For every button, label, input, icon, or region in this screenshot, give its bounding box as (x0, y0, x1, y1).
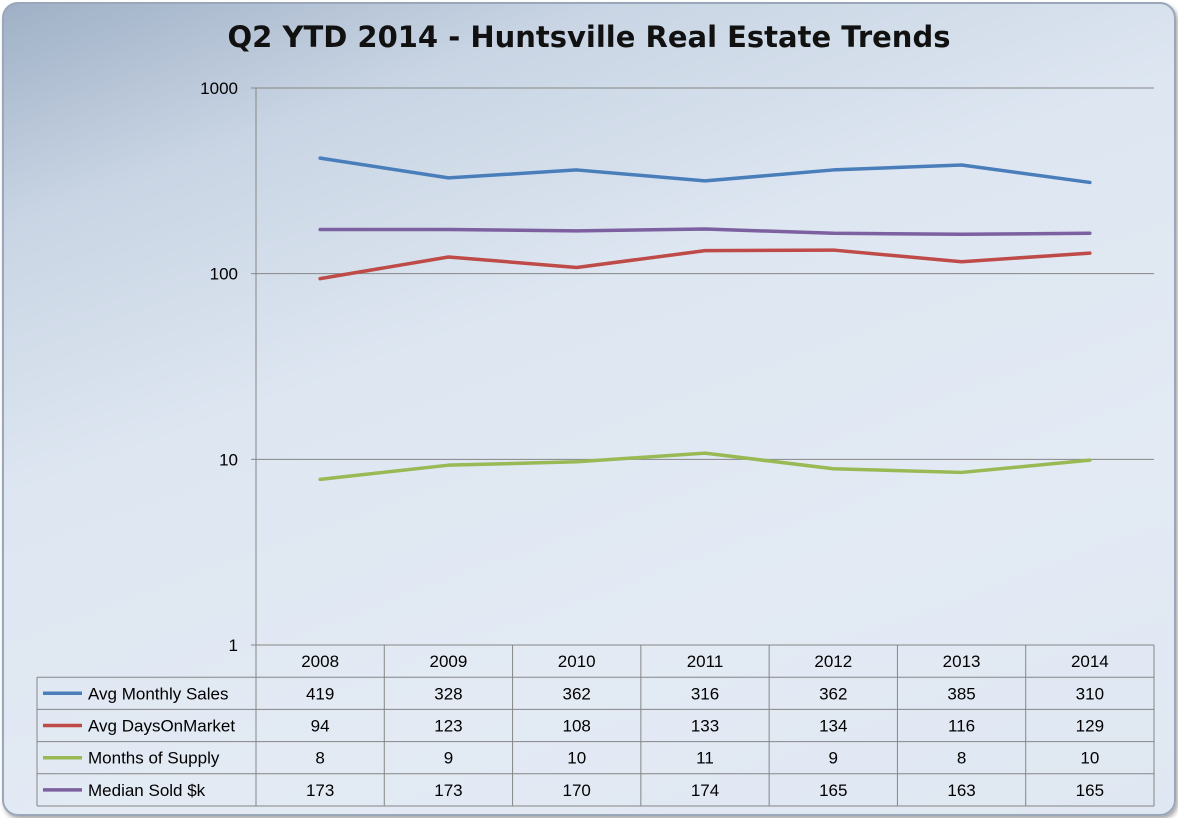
y-tick-label: 1 (229, 636, 238, 655)
data-label: 134 (819, 717, 847, 736)
data-label: 165 (819, 781, 847, 800)
legend-label: Avg DaysOnMarket (88, 717, 235, 736)
y-tick-label: 10 (219, 450, 238, 469)
legend-label: Avg Monthly Sales (88, 684, 228, 703)
x-tick-label: 2010 (558, 652, 596, 671)
chart-title: Q2 YTD 2014 - Huntsville Real Estate Tre… (227, 20, 951, 54)
data-label: 9 (829, 749, 838, 768)
x-tick-label: 2008 (301, 652, 339, 671)
series-line (318, 248, 1092, 281)
data-label: 385 (947, 684, 975, 703)
data-label: 362 (819, 684, 847, 703)
y-tick-label: 1000 (200, 79, 238, 98)
legend-label: Median Sold $k (88, 781, 206, 800)
data-label: 123 (434, 717, 462, 736)
data-label: 8 (957, 749, 966, 768)
x-tick-label: 2012 (814, 652, 852, 671)
data-label: 94 (311, 717, 330, 736)
data-label: 116 (948, 717, 975, 736)
data-label: 419 (306, 684, 334, 703)
series-line (318, 156, 1092, 185)
data-label: 163 (947, 781, 975, 800)
y-tick-label: 100 (210, 265, 238, 284)
data-label: 173 (306, 781, 334, 800)
data-label: 170 (563, 781, 591, 800)
series-line (318, 227, 1092, 237)
data-label: 316 (691, 684, 719, 703)
x-tick-label: 2013 (943, 652, 981, 671)
legend-label: Months of Supply (88, 749, 220, 768)
data-label: 133 (691, 717, 719, 736)
x-tick-label: 2011 (687, 652, 724, 671)
data-label: 362 (563, 684, 591, 703)
data-label: 129 (1076, 717, 1104, 736)
x-tick-label: 2014 (1071, 652, 1109, 671)
data-label: 165 (1076, 781, 1104, 800)
data-label: 173 (434, 781, 462, 800)
data-label: 10 (567, 749, 586, 768)
x-tick-label: 2009 (430, 652, 468, 671)
series-line (318, 451, 1092, 482)
data-label: 310 (1076, 684, 1104, 703)
data-label: 108 (563, 717, 591, 736)
data-label: 11 (696, 749, 714, 768)
data-label: 8 (315, 749, 324, 768)
data-label: 9 (444, 749, 453, 768)
data-label: 174 (691, 781, 719, 800)
data-label: 328 (434, 684, 462, 703)
data-label: 10 (1080, 749, 1099, 768)
